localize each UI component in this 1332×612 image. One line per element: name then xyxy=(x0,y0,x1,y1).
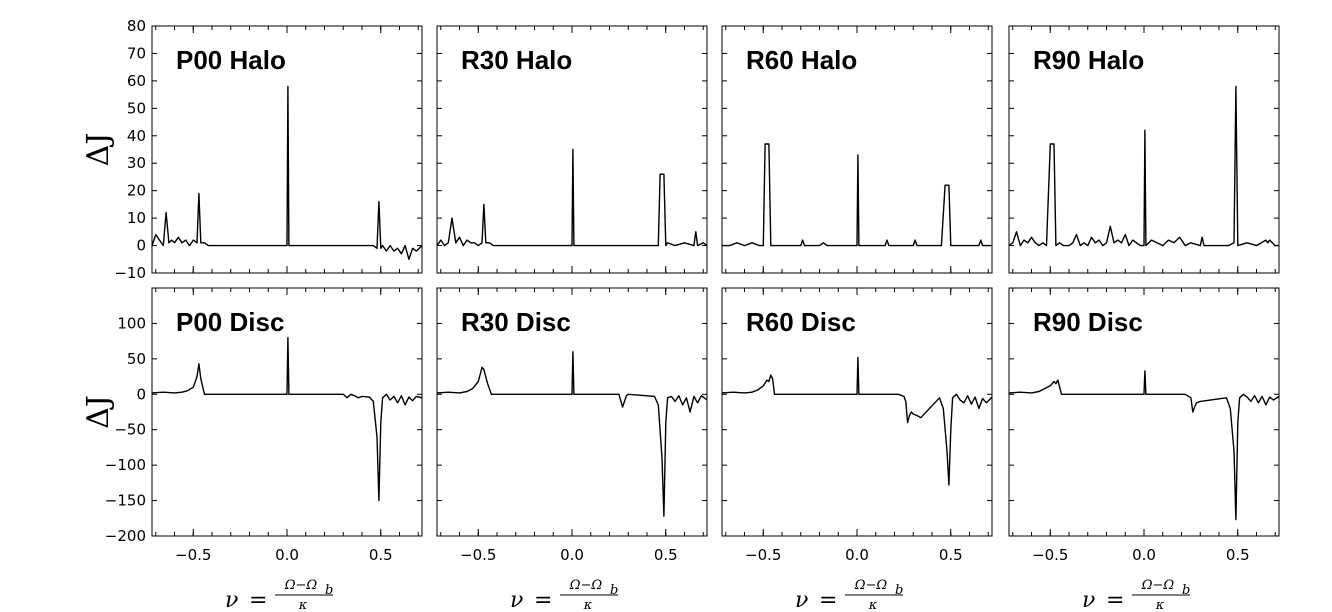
y-tick-label: 50 xyxy=(127,99,146,117)
y-tick-label: −200 xyxy=(105,527,146,545)
panel-r90-disc: −0.5 0.0 0.5 R90 Disc ν = Ω−Ω b κ xyxy=(1008,287,1280,612)
panel-title: R60 Disc xyxy=(746,307,856,337)
series-line-r60-disc xyxy=(721,356,993,486)
series-line-r30-halo xyxy=(436,148,708,247)
panel-title: R30 Halo xyxy=(461,45,572,75)
x-label-subscript: b xyxy=(895,583,903,598)
panel-title: R30 Disc xyxy=(461,307,571,337)
series-line-p00-disc xyxy=(151,336,423,502)
panel-title: P00 Disc xyxy=(176,307,284,337)
x-tick-label: 0.5 xyxy=(654,546,678,564)
x-label-numerator: Ω−Ω xyxy=(854,578,888,593)
y-tick-label: 0 xyxy=(136,385,146,403)
series-line-r60-halo xyxy=(722,143,992,247)
panel-r30-disc: −0.5 0.0 0.5 R30 Disc ν = Ω−Ω b κ xyxy=(436,287,708,612)
x-axis-label: ν = Ω−Ω b κ xyxy=(795,578,903,612)
x-label-equals: = xyxy=(819,588,837,612)
x-label-denominator: κ xyxy=(583,598,593,612)
panel-title: R60 Halo xyxy=(746,45,857,75)
x-label-numerator: Ω−Ω xyxy=(1141,578,1175,593)
x-label-nu: ν xyxy=(795,588,808,612)
x-label-subscript: b xyxy=(325,583,333,598)
series-line-r90-disc xyxy=(1008,370,1280,521)
x-label-subscript: b xyxy=(1182,583,1190,598)
y-tick-label: −10 xyxy=(114,264,146,282)
x-tick-label: 0.0 xyxy=(275,546,299,564)
x-label-nu: ν xyxy=(510,588,523,612)
x-tick-label: 0.0 xyxy=(560,546,584,564)
x-tick-label: 0.5 xyxy=(1226,546,1250,564)
series-line-r90-halo xyxy=(1008,85,1279,247)
x-label-nu: ν xyxy=(1082,588,1095,612)
y-tick-label: 80 xyxy=(127,17,146,35)
y-tick-label: 60 xyxy=(127,72,146,90)
y-axis-label: ΔJ xyxy=(81,133,116,167)
y-tick-label: 10 xyxy=(127,209,146,227)
x-label-equals: = xyxy=(1106,588,1124,612)
panel-r60-halo: R60 Halo xyxy=(721,25,993,274)
x-tick-label: 0.0 xyxy=(1132,546,1156,564)
panel-r60-disc: −0.5 0.0 0.5 R60 Disc ν = Ω−Ω b κ xyxy=(721,287,993,612)
x-label-numerator: Ω−Ω xyxy=(569,578,603,593)
panel-title: R90 Halo xyxy=(1033,45,1144,75)
x-label-denominator: κ xyxy=(1155,598,1165,612)
y-tick-label: −100 xyxy=(105,456,146,474)
panel-r90-halo: R90 Halo xyxy=(1008,25,1280,274)
panel-title: P00 Halo xyxy=(176,45,286,75)
x-tick-label: −0.5 xyxy=(460,546,496,564)
panel-title: R90 Disc xyxy=(1033,307,1143,337)
y-tick-label: 50 xyxy=(127,350,146,368)
x-tick-label: 0.5 xyxy=(369,546,393,564)
x-tick-label: −0.5 xyxy=(745,546,781,564)
x-label-nu: ν xyxy=(225,588,238,612)
x-axis-label: ν = Ω−Ω b κ xyxy=(1082,578,1190,612)
panel-r30-halo: R30 Halo xyxy=(436,25,708,274)
series-line-r30-disc xyxy=(436,351,708,517)
x-label-subscript: b xyxy=(610,583,618,598)
y-tick-label: 70 xyxy=(127,44,146,62)
panel-p00-halo: −10 0 10 20 30 40 50 60 70 80 P00 Halo ΔJ xyxy=(81,17,423,282)
y-tick-label: −50 xyxy=(114,421,146,439)
x-label-equals: = xyxy=(249,588,267,612)
y-axis-label: ΔJ xyxy=(81,395,116,429)
y-tick-label: 0 xyxy=(136,237,146,255)
y-tick-label: 20 xyxy=(127,182,146,200)
x-axis-label: ν = Ω−Ω b κ xyxy=(225,578,333,612)
x-tick-label: −0.5 xyxy=(175,546,211,564)
x-label-denominator: κ xyxy=(298,598,308,612)
y-tick-label: −150 xyxy=(105,492,146,510)
y-tick-label: 30 xyxy=(127,154,146,172)
x-axis-label: ν = Ω−Ω b κ xyxy=(510,578,618,612)
y-tick-label: 40 xyxy=(127,127,146,145)
x-label-numerator: Ω−Ω xyxy=(284,578,318,593)
x-label-denominator: κ xyxy=(868,598,878,612)
series-line-p00-halo xyxy=(151,85,423,260)
panel-p00-disc: −200 −150 −100 −50 0 50 100 −0.5 0.0 0.5 P00 Disc Δ… xyxy=(81,287,423,612)
x-tick-label: 0.0 xyxy=(845,546,869,564)
x-tick-label: 0.5 xyxy=(939,546,963,564)
x-tick-label: −0.5 xyxy=(1032,546,1068,564)
y-tick-label: 100 xyxy=(117,314,146,332)
x-label-equals: = xyxy=(534,588,552,612)
